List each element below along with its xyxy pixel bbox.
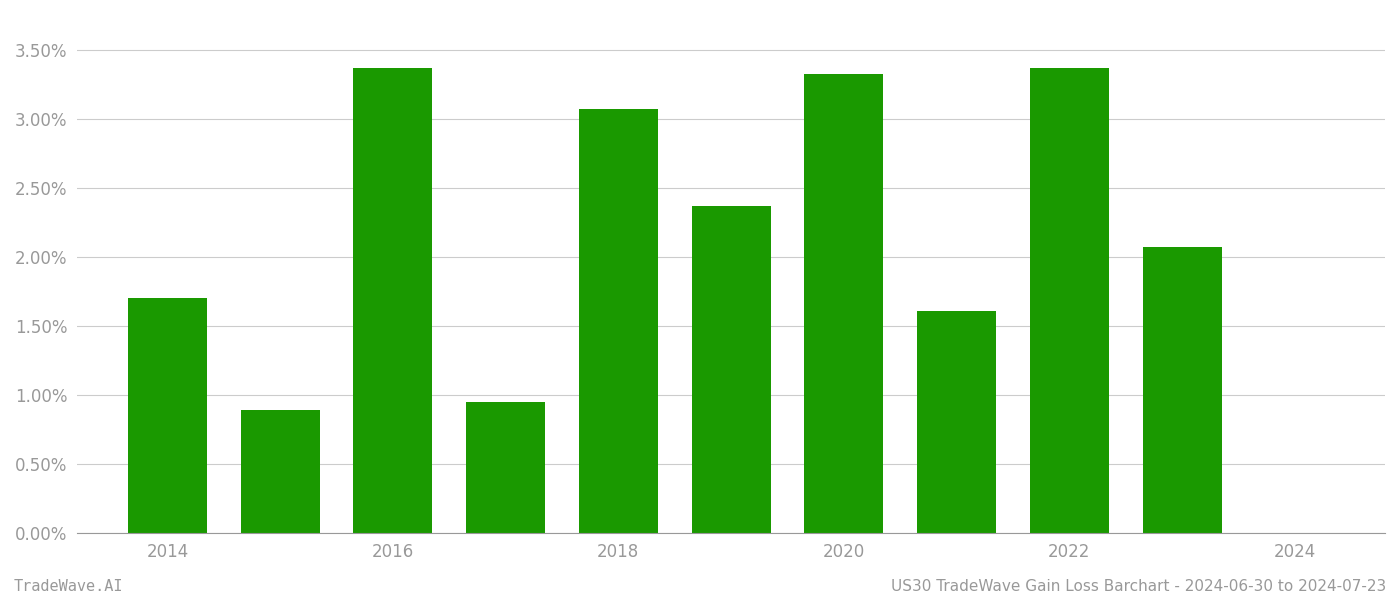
Bar — [580, 109, 658, 533]
Text: US30 TradeWave Gain Loss Barchart - 2024-06-30 to 2024-07-23: US30 TradeWave Gain Loss Barchart - 2024… — [890, 579, 1386, 594]
Bar — [466, 402, 545, 533]
Bar — [127, 298, 207, 533]
Bar — [805, 74, 883, 533]
Bar — [241, 410, 319, 533]
Text: TradeWave.AI: TradeWave.AI — [14, 579, 123, 594]
Bar — [1142, 247, 1222, 533]
Bar — [353, 68, 433, 533]
Bar — [1030, 68, 1109, 533]
Bar — [917, 311, 995, 533]
Bar — [692, 206, 770, 533]
